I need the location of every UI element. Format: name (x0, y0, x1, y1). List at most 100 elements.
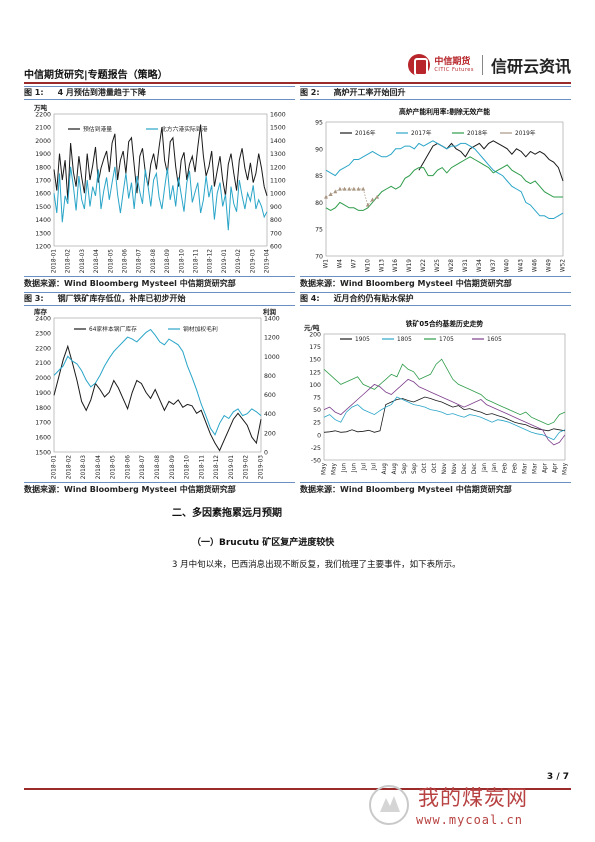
y2-tick-label: 1100 (270, 178, 286, 185)
y-tick-label: 200 (309, 332, 321, 339)
y2-tick-label: 900 (270, 204, 282, 211)
header-divider (24, 82, 571, 84)
x-tick-label: 2018-03 (81, 455, 87, 480)
y2-tick-label: 600 (264, 392, 276, 399)
y2-tick-label: 200 (264, 430, 276, 437)
x-tick-label: Aug (382, 463, 388, 475)
y-tick-label: 125 (309, 369, 321, 376)
series-line (325, 140, 564, 219)
x-tick-label: W40 (505, 259, 511, 272)
y-axis-label: 元/吨 (304, 323, 320, 332)
x-tick-label: W22 (421, 259, 427, 272)
series-marker (351, 186, 356, 191)
y2-tick-label: 1000 (264, 354, 280, 361)
x-tick-label: W43 (519, 259, 525, 272)
y-tick-label: 1700 (35, 420, 51, 427)
x-tick-label: 2018-11 (199, 455, 205, 480)
x-tick-label: W16 (393, 259, 399, 272)
x-tick-label: 2018-02 (66, 455, 72, 480)
company-logo: 中信期货 CITIC Futures 信研云资讯 (408, 52, 571, 78)
plot-frame (325, 121, 564, 257)
figure-caption: 近月合约仍有贴水保护 (333, 294, 414, 303)
x-tick-label: W52 (561, 259, 567, 272)
series-line (323, 396, 566, 433)
y-tick-label: 100 (309, 382, 321, 389)
x-tick-label: W28 (449, 259, 455, 272)
footer-divider (24, 788, 571, 790)
series-line (323, 358, 566, 426)
logo-divider (481, 55, 483, 75)
x-tick-label: Aug (392, 463, 398, 475)
x-tick-label: 2018-12 (208, 249, 214, 274)
legend-label: 1905 (355, 337, 370, 343)
x-tick-label: 2018-12 (214, 455, 220, 480)
x-tick-label: 2018-08 (151, 249, 157, 274)
series-marker (347, 186, 352, 191)
x-tick-label: Jul (372, 463, 378, 471)
x-tick-label: W7 (351, 259, 357, 269)
chart-title: 高炉产能利用率:剔除无效产能 (399, 107, 490, 116)
figure-source: 数据来源：Wind Bloomberg Mysteel 中信期货研究部 (24, 482, 295, 496)
x-tick-label: Apr (552, 462, 558, 473)
x-tick-label: 2019-04 (265, 249, 271, 274)
legend-label: 2019年 (515, 129, 536, 137)
y-tick-label: 1600 (35, 191, 51, 198)
figure-source: 数据来源：Wind Bloomberg Mysteel 中信期货研究部 (24, 276, 295, 290)
x-tick-label: W46 (533, 259, 539, 272)
series-line (323, 378, 566, 446)
figure-title: 图 2: 高炉开工率开始回升 (300, 86, 571, 100)
chart-blast-furnace: 95 90 85 80 75 70 高炉产能利用率:剔除无效产能 W1 W4 W7 W10 W13 W1… (315, 107, 567, 272)
series-marker (337, 186, 342, 191)
x-tick-label: Feb (512, 463, 518, 474)
x-tick-label: W37 (491, 259, 497, 272)
y-tick-label: 1700 (35, 178, 51, 185)
page-number: 3 / 7 (546, 772, 569, 782)
x-tick-label: Dec (472, 463, 478, 474)
legend-label: 64家样本钢厂库存 (89, 325, 137, 333)
chart-arrivals: 2200 2100 2000 1900 1800 1700 1600 1500 1400 1300… (33, 103, 286, 274)
y-axis-label: 万吨 (33, 103, 48, 112)
coal-logo-icon (369, 785, 409, 825)
x-tick-label: 2018-07 (140, 455, 146, 480)
y-tick-label: 1500 (35, 450, 51, 457)
y2-tick-label: 400 (264, 411, 276, 418)
x-tick-label: 2019-03 (250, 249, 256, 274)
series-marker (375, 194, 380, 199)
logo-text: 中信期货 CITIC Futures (434, 57, 474, 73)
y-tick-label: 2000 (35, 375, 51, 382)
y2-tick-label: 600 (270, 244, 282, 251)
x-tick-label: 2019-03 (259, 455, 265, 480)
x-tick-label: W25 (435, 259, 441, 272)
x-tick-label: 2019-01 (222, 249, 228, 274)
y2-tick-label: 800 (270, 217, 282, 224)
watermark: 我的煤炭网 www.mycoal.cn (360, 780, 580, 836)
x-tick-label: Mar (522, 462, 528, 474)
legend-label: 1705 (439, 337, 454, 343)
page-header: 中信期货研究|专题报告（策略） 中信期货 CITIC Futures 信研云资讯 (24, 52, 571, 84)
x-tick-label: Jul (362, 463, 368, 471)
x-tick-label: 2018-04 (96, 455, 102, 480)
figure-number: 图 1: (24, 88, 44, 97)
y-tick-label: -25 (311, 445, 321, 452)
series-marker (328, 192, 333, 196)
chart-basis: 200 175 150 125 100 75 50 25 0 -25 -50 元/吨 铁矿05合约基差历… (304, 319, 569, 475)
x-tick-label: 2019-02 (244, 455, 250, 480)
y-tick-label: 150 (309, 357, 321, 364)
plot-frame (323, 333, 566, 461)
y2-tick-label: 1400 (264, 316, 280, 323)
y-tick-label: 1900 (35, 390, 51, 397)
x-tick-label: 2018-10 (185, 455, 191, 480)
series-marker (370, 197, 375, 202)
y-tick-label: 80 (315, 200, 323, 207)
y2-tick-label: 800 (264, 373, 276, 380)
series-marker (356, 186, 361, 191)
citic-logo-icon (408, 54, 431, 76)
y-axis-label: 库存 (34, 307, 48, 316)
y2-tick-label: 1400 (270, 138, 286, 145)
brand-name: 信研云资讯 (490, 57, 571, 76)
y-tick-label: 1500 (35, 204, 51, 211)
series-marker (365, 202, 370, 207)
y-tick-label: 95 (315, 120, 323, 127)
series-marker (361, 186, 366, 191)
x-tick-label: 2018-08 (155, 455, 161, 480)
